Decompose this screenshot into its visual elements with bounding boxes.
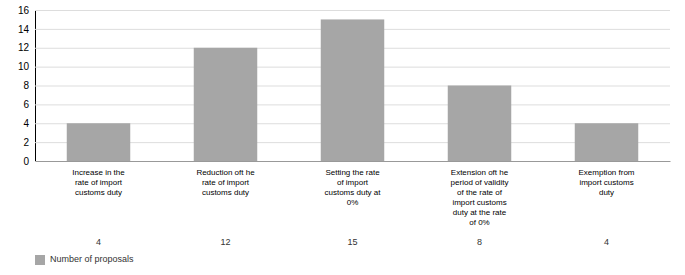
x-tick-label-line: Reduction oft he [196,168,255,177]
y-tick-label: 6 [23,99,29,110]
x-tick-label: Setting the rateof importcustoms duty at… [324,168,381,207]
x-tick-label-line: duty at the rate [453,208,507,217]
chart-svg: 0246810121416Increase in therate of impo… [0,0,685,275]
x-tick-label-line: Extension oft he [451,168,509,177]
x-tick: Exemption fromimport customsduty [578,168,634,197]
x-tick-label-line: of 0% [469,218,489,227]
y-tick-label: 14 [18,24,30,35]
x-axis: Increase in therate of importcustoms dut… [36,162,671,227]
bar [321,19,385,161]
legend-swatch [35,255,45,265]
x-axis-line [36,161,671,162]
y-tick-label: 16 [18,5,30,16]
x-tick-label-line: duty [599,188,614,197]
chart-container: 0246810121416Increase in therate of impo… [0,0,685,275]
bars [67,19,639,161]
x-tick-label-line: of import [337,178,369,187]
y-tick-label: 12 [18,42,30,53]
plot: 0246810121416Increase in therate of impo… [18,5,671,265]
x-tick-label-line: Exemption from [578,168,634,177]
legend-label: Number of proposals [50,254,134,264]
x-tick-label-line: customs duty [202,188,249,197]
x-tick: Reduction oft herate of importcustoms du… [196,168,255,197]
x-tick-label-line: customs duty [75,188,122,197]
x-tick-label-line: customs duty at [324,188,381,197]
data-label: 4 [96,237,101,247]
y-axis: 0 2 4 6 8 10 12 14 16 [18,5,670,167]
x-tick: Extension oft heperiod of validityof the… [451,168,509,227]
x-tick-label-line: import customs [452,198,506,207]
x-tick: Setting the rateof importcustoms duty at… [324,168,381,207]
grid-line [35,10,670,11]
x-tick-label-line: of the rate of [457,188,503,197]
x-tick-label-line: period of validity [451,178,509,187]
x-tick-label: Reduction oft herate of importcustoms du… [196,168,255,197]
y-tick-label: 0 [23,156,29,167]
x-tick-label-line: rate of import [75,178,123,187]
data-label: 12 [220,237,230,247]
x-tick-label: Extension oft heperiod of validityof the… [451,168,509,227]
data-label: 8 [477,237,482,247]
x-tick-label: Exemption fromimport customsduty [578,168,634,197]
legend: Number of proposals [35,254,134,265]
data-label: 4 [604,237,609,247]
y-tick-label: 8 [23,80,29,91]
data-label: 15 [347,237,357,247]
y-axis-line [36,11,671,162]
y-tick-label: 10 [18,61,30,72]
bar [575,123,639,161]
legend-item: Number of proposals [35,254,134,265]
grid-line [35,161,670,162]
bar [448,86,512,162]
x-tick-label-line: rate of import [202,178,250,187]
bar [67,123,131,161]
y-tick-label: 2 [23,137,29,148]
data-labels: 4 12 15 8 4 [96,237,609,247]
x-tick-label-line: Increase in the [72,168,125,177]
y-tick-label: 4 [23,118,29,129]
x-tick-label-line: import customs [579,178,633,187]
x-tick-label: Increase in therate of importcustoms dut… [72,168,125,197]
x-tick-label-line: Setting the rate [325,168,380,177]
bar [194,48,258,161]
y-tick: 16 [18,5,670,16]
x-tick: Increase in therate of importcustoms dut… [72,168,125,197]
x-tick-label-line: 0% [347,198,359,207]
